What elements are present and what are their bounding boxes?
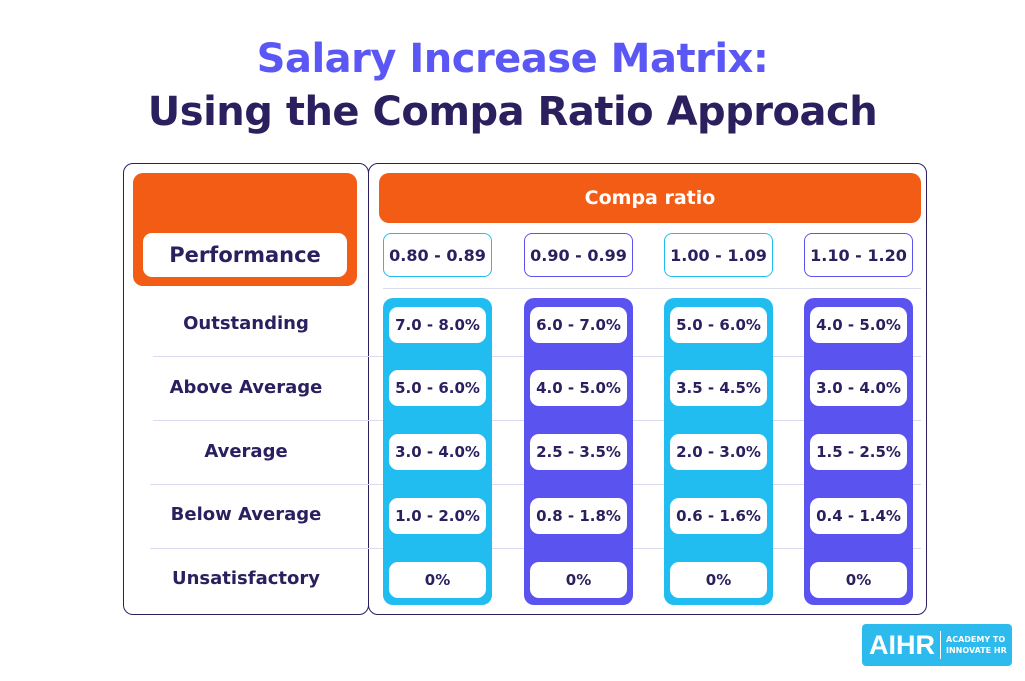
increase-cell: 2.0 - 3.0% [670,434,767,470]
title-line-1: Salary Increase Matrix: [256,36,769,82]
compa-panel [368,163,927,615]
logo-divider [940,631,941,659]
increase-cell: 0.8 - 1.8% [530,498,627,534]
compa-ratio-header: Compa ratio [379,173,921,223]
increase-cell: 0% [389,562,486,598]
compa-ratio-label: Compa ratio [584,187,716,209]
increase-cell: 0% [670,562,767,598]
row-label-outstanding: Outstanding [183,313,309,334]
row-label-below-average: Below Average [170,504,322,525]
logo-mark: AIHR [869,629,935,660]
increase-cell: 1.5 - 2.5% [810,434,907,470]
increase-cell: 0.6 - 1.6% [670,498,767,534]
performance-header: Performance [143,233,347,277]
increase-cell: 0.4 - 1.4% [810,498,907,534]
increase-cell: 3.5 - 4.5% [670,370,767,406]
compa-range-header: 0.90 - 0.99 [524,233,633,277]
increase-cell: 3.0 - 4.0% [810,370,907,406]
increase-cell: 4.0 - 5.0% [810,307,907,343]
increase-cell: 0% [530,562,627,598]
row-label-unsatisfactory: Unsatisfactory [171,568,320,589]
aihr-logo: AIHR ACADEMY TO INNOVATE HR [862,624,1012,666]
increase-cell: 1.0 - 2.0% [389,498,486,534]
compa-range-header: 1.10 - 1.20 [804,233,913,277]
compa-range-header: 1.00 - 1.09 [664,233,773,277]
increase-cell: 3.0 - 4.0% [389,434,486,470]
row-label-above-average: Above Average [169,377,323,398]
increase-cell: 4.0 - 5.0% [530,370,627,406]
row-label-average: Average [204,441,288,462]
title-line-2: Using the Compa Ratio Approach [147,89,878,135]
increase-cell: 7.0 - 8.0% [389,307,486,343]
increase-cell: 5.0 - 6.0% [670,307,767,343]
increase-cell: 6.0 - 7.0% [530,307,627,343]
increase-cell: 0% [810,562,907,598]
logo-tagline: ACADEMY TO INNOVATE HR [946,635,1007,655]
header-divider [383,288,921,289]
compa-range-header: 0.80 - 0.89 [383,233,492,277]
increase-cell: 2.5 - 3.5% [530,434,627,470]
increase-cell: 5.0 - 6.0% [389,370,486,406]
